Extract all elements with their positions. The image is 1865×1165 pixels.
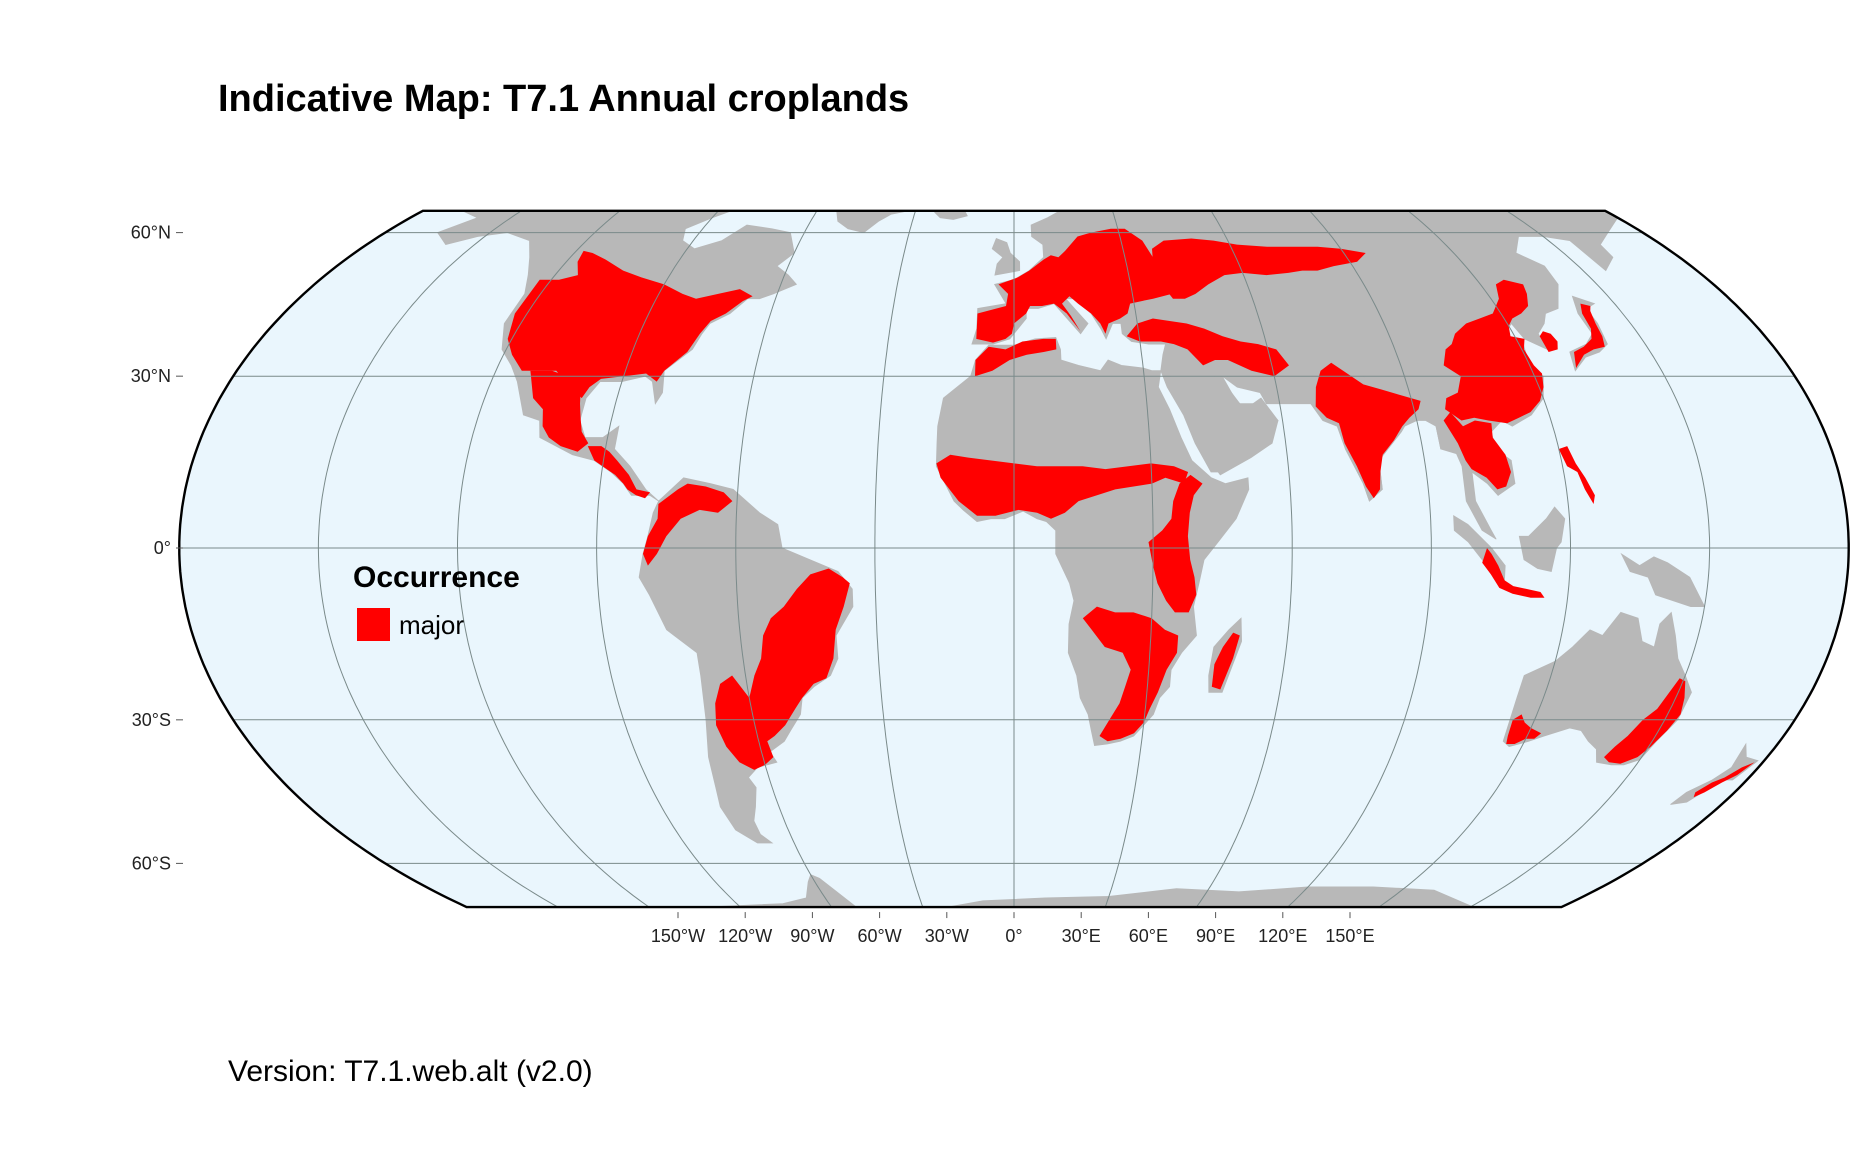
longitude-tick-label: 0° xyxy=(1005,926,1022,946)
legend-label-major: major xyxy=(399,610,464,640)
longitude-tick-label: 120°E xyxy=(1258,926,1307,946)
latitude-axis: 60°N 30°N 0° 30°S 60°S xyxy=(131,223,183,873)
latitude-tick-label: 30°S xyxy=(132,710,171,730)
crop-australia-east xyxy=(1604,678,1686,764)
globe-outline xyxy=(178,209,1850,909)
crop-brazil xyxy=(749,568,850,742)
longitude-tick-label: 120°W xyxy=(718,926,772,946)
land-new-guinea xyxy=(1620,552,1706,607)
crop-india xyxy=(1315,362,1421,499)
land-arabia xyxy=(1169,370,1279,476)
land-iceland xyxy=(933,210,968,220)
longitude-tick-label: 150°E xyxy=(1325,926,1374,946)
graticule-meridian xyxy=(735,211,832,908)
latitude-tick-label: 0° xyxy=(154,538,171,558)
graticule-meridian xyxy=(1378,211,1571,908)
longitude-tick-label: 30°E xyxy=(1062,926,1101,946)
longitude-tick-label: 60°W xyxy=(857,926,901,946)
crop-japan xyxy=(1574,303,1605,368)
crop-russia-central-asia xyxy=(1152,238,1366,299)
legend: Occurrence major xyxy=(353,561,520,641)
crop-north-africa xyxy=(975,338,1057,377)
crop-mexico xyxy=(530,370,589,452)
crop-indonesia xyxy=(1482,548,1545,598)
crop-southern-africa xyxy=(1082,606,1179,742)
graticule xyxy=(179,211,1849,908)
land-uk xyxy=(991,237,1021,276)
longitude-tick-label: 60°E xyxy=(1129,926,1168,946)
graticule-meridian xyxy=(1287,211,1432,908)
crop-middle-east xyxy=(1126,318,1289,377)
legend-title: Occurrence xyxy=(353,561,520,594)
graticule-meridian xyxy=(1196,211,1293,908)
crop-northeast-asia xyxy=(1539,331,1558,352)
cropland-occurrence-layer xyxy=(507,228,1755,798)
latitude-tick-label: 30°N xyxy=(131,366,171,386)
graticule-meridian xyxy=(317,211,559,908)
crop-east-africa xyxy=(1148,474,1203,613)
version-text: Version: T7.1.web.alt (v2.0) xyxy=(228,1055,593,1088)
land-borneo xyxy=(1518,506,1566,572)
graticule-meridian xyxy=(1104,211,1154,908)
land-greenland xyxy=(836,210,945,234)
crop-australia-southwest xyxy=(1506,714,1542,744)
longitude-tick-label: 90°W xyxy=(790,926,834,946)
legend-swatch-major xyxy=(357,608,390,641)
graticule-meridian xyxy=(457,211,650,908)
latitude-tick-label: 60°S xyxy=(132,853,171,873)
crop-new-zealand xyxy=(1693,762,1755,798)
longitude-axis: 150°W 120°W 90°W 60°W 30°W 0° 30°E 60°E 90°E 120°… xyxy=(651,912,1375,946)
crop-south-america-north xyxy=(643,483,733,566)
crop-sahel xyxy=(936,454,1189,519)
crop-southeast-asia xyxy=(1443,412,1511,490)
land-canadian-arctic xyxy=(603,210,811,212)
graticule-meridian xyxy=(596,211,741,908)
graticule-meridian xyxy=(1469,211,1711,908)
longitude-tick-label: 30°W xyxy=(925,926,969,946)
crop-madagascar xyxy=(1211,632,1240,690)
graticule-meridian xyxy=(874,211,924,908)
latitude-tick-label: 60°N xyxy=(131,223,171,243)
map-title: Indicative Map: T7.1 Annual croplands xyxy=(218,78,910,120)
crop-china xyxy=(1443,279,1544,424)
crop-north-america xyxy=(507,250,753,399)
crop-europe xyxy=(976,228,1172,343)
crop-south-america-south xyxy=(715,675,774,770)
land-new-zealand xyxy=(1670,742,1759,805)
longitude-tick-label: 150°W xyxy=(651,926,705,946)
longitude-tick-label: 90°E xyxy=(1196,926,1235,946)
crop-philippines xyxy=(1558,446,1595,504)
